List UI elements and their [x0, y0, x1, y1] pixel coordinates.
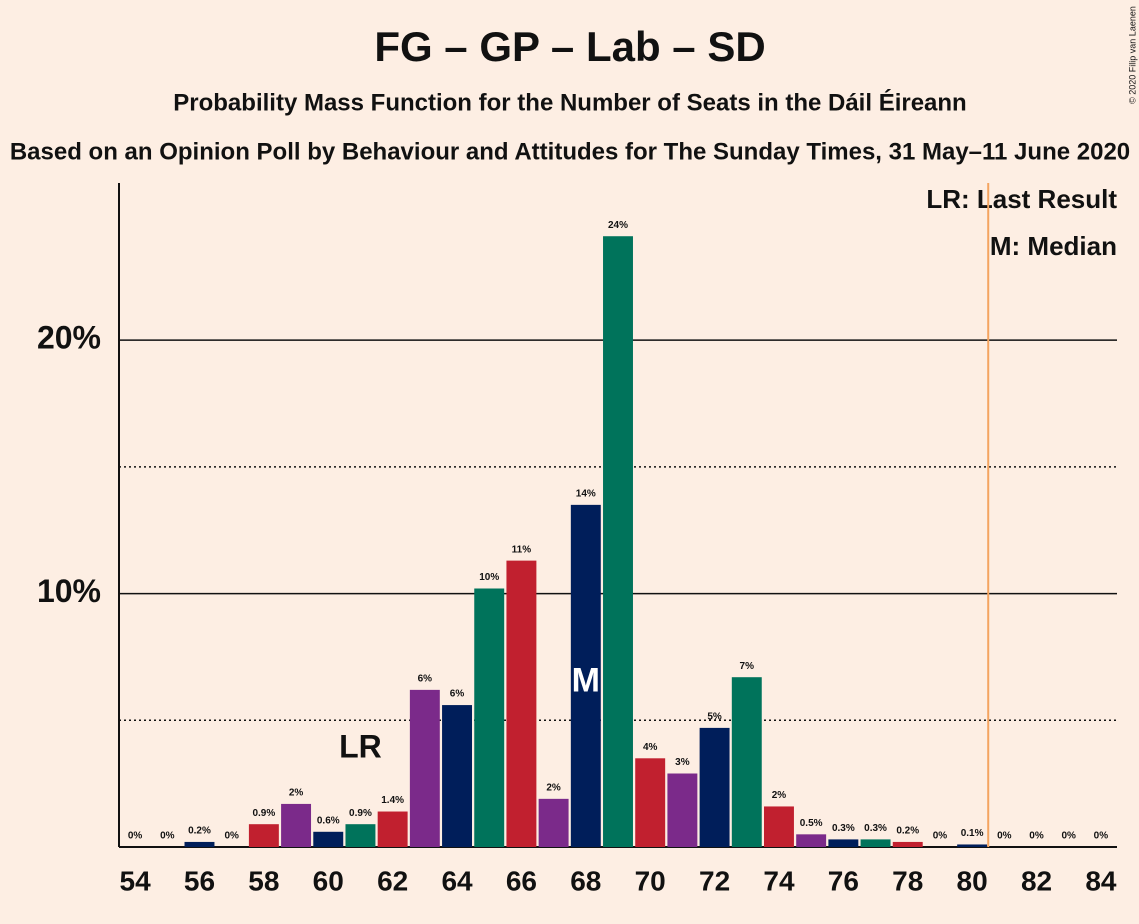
x-tick-label: 54 — [120, 865, 152, 896]
value-label: 2% — [289, 788, 304, 799]
bar — [603, 236, 633, 847]
value-label: 0% — [1029, 831, 1044, 842]
bar — [828, 839, 859, 847]
y-tick-label: 10% — [37, 573, 101, 609]
bar — [281, 803, 312, 847]
value-label: 10% — [479, 572, 499, 583]
x-tick-label: 56 — [184, 865, 215, 896]
value-label: 4% — [643, 742, 658, 753]
bar — [892, 841, 923, 847]
x-tick-label: 62 — [377, 865, 408, 896]
chart-title: FG – GP – Lab – SD — [374, 23, 765, 70]
value-label: 0% — [128, 831, 143, 842]
bar — [442, 705, 473, 847]
bar — [506, 560, 537, 847]
value-label: 0.2% — [896, 826, 919, 837]
bar — [635, 758, 666, 847]
value-label: 14% — [576, 489, 596, 500]
bar — [248, 824, 279, 847]
value-label: 1.4% — [381, 795, 404, 806]
bar — [538, 798, 569, 847]
value-label: 24% — [608, 220, 628, 231]
value-label: 0.3% — [864, 823, 887, 834]
value-label: 2% — [546, 782, 561, 793]
bar — [474, 588, 505, 847]
value-label: 0% — [224, 831, 239, 842]
value-label: 5% — [707, 712, 722, 723]
value-label: 0.9% — [252, 808, 275, 819]
x-tick-label: 76 — [828, 865, 859, 896]
value-label: 0% — [160, 831, 175, 842]
x-tick-label: 60 — [313, 865, 344, 896]
value-label: 0.1% — [961, 828, 984, 839]
value-label: 7% — [740, 661, 755, 672]
x-tick-label: 82 — [1021, 865, 1052, 896]
value-label: 0% — [1094, 831, 1109, 842]
bar — [699, 727, 730, 847]
median-label: M — [572, 661, 600, 699]
x-tick-label: 66 — [506, 865, 537, 896]
value-label: 0% — [933, 831, 948, 842]
x-tick-label: 78 — [892, 865, 923, 896]
copyright: © 2020 Filip van Laenen — [1127, 6, 1137, 104]
x-tick-label: 64 — [441, 865, 473, 896]
bar — [957, 844, 988, 847]
value-label: 2% — [772, 790, 787, 801]
x-tick-label: 68 — [570, 865, 601, 896]
bar — [731, 677, 762, 847]
bar — [860, 839, 891, 847]
value-label: 6% — [450, 689, 465, 700]
bar — [313, 831, 344, 847]
x-tick-label: 72 — [699, 865, 730, 896]
x-tick-label: 80 — [957, 865, 988, 896]
bar — [570, 504, 601, 847]
value-label: 0% — [1061, 831, 1076, 842]
value-label: 0.6% — [317, 815, 340, 826]
bar — [184, 841, 215, 847]
value-label: 0.3% — [832, 823, 855, 834]
legend-entry: M: Median — [990, 231, 1117, 261]
y-tick-label: 20% — [37, 320, 101, 356]
value-label: 0% — [997, 831, 1012, 842]
last-result-label: LR — [339, 729, 382, 765]
value-label: 3% — [675, 757, 690, 768]
chart-caption: Based on an Opinion Poll by Behaviour an… — [10, 138, 1130, 165]
chart-subtitle: Probability Mass Function for the Number… — [173, 88, 966, 116]
value-label: 11% — [512, 544, 532, 555]
bar — [667, 773, 698, 847]
legend-entry: LR: Last Result — [926, 184, 1117, 214]
bar — [796, 834, 827, 847]
value-label: 0.9% — [349, 808, 372, 819]
x-tick-label: 74 — [763, 865, 795, 896]
x-tick-label: 70 — [635, 865, 666, 896]
value-label: 0.2% — [188, 826, 211, 837]
bar — [409, 689, 440, 847]
value-label: 0.5% — [800, 818, 823, 829]
x-tick-label: 58 — [248, 865, 279, 896]
x-tick-label: 84 — [1085, 865, 1117, 896]
bar — [377, 811, 408, 847]
bar — [763, 806, 794, 847]
value-label: 6% — [418, 674, 433, 685]
bar — [345, 824, 376, 847]
